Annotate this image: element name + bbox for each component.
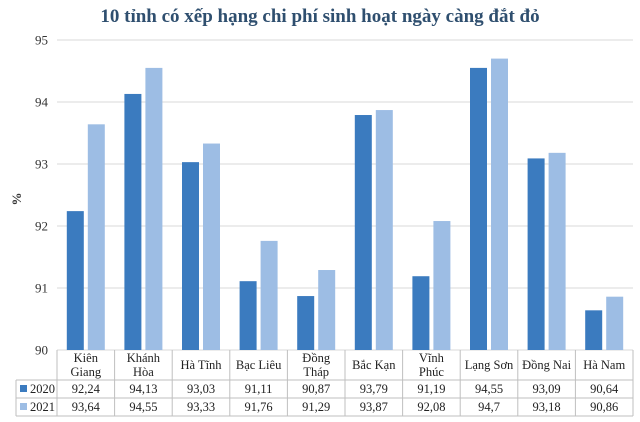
y-axis-ticks: 90 91 92 93 94 95 — [35, 33, 49, 358]
y-tick-label: 94 — [35, 95, 49, 110]
category-label: Bắc Kạn — [352, 358, 396, 372]
data-label-2020: 90,87 — [302, 382, 330, 396]
y-axis-label: % — [9, 193, 24, 206]
data-label-2020: 94,13 — [129, 382, 157, 396]
data-label-2021: 90,86 — [590, 400, 618, 414]
y-tick-label: 92 — [35, 219, 48, 234]
category-label: Đồng Nai — [522, 358, 571, 372]
bar-2021 — [145, 67, 163, 351]
legend-label-2020: 2020 — [30, 382, 55, 396]
bar-2020 — [297, 296, 315, 350]
data-label-2020: 93,03 — [187, 382, 215, 396]
y-tick-label: 91 — [35, 281, 48, 296]
data-label-2021: 94,55 — [129, 400, 157, 414]
category-label: Đồng — [302, 351, 331, 365]
gridlines — [57, 39, 633, 351]
bar-2020 — [470, 67, 487, 351]
bar-2021 — [375, 110, 393, 350]
category-label: Giang — [71, 365, 102, 379]
bar-2021 — [318, 270, 336, 350]
data-label-2021: 94,7 — [478, 400, 500, 414]
category-label: Hà Nam — [583, 358, 625, 372]
bar-2021 — [203, 143, 220, 350]
category-label: Khánh — [127, 351, 161, 365]
data-label-2021: 91,29 — [302, 400, 330, 414]
data-label-2020: 91,11 — [245, 382, 273, 396]
category-label: Hà Tĩnh — [180, 358, 222, 372]
legend-swatch-2021 — [20, 403, 27, 410]
category-label: Vĩnh — [419, 351, 445, 365]
chart-title: 10 tỉnh có xếp hạng chi phí sinh hoạt ng… — [100, 6, 539, 27]
category-label: Kiên — [74, 351, 99, 365]
bar-2020 — [124, 93, 142, 350]
bar-2021 — [606, 296, 624, 350]
data-label-2021: 93,33 — [187, 400, 215, 414]
y-tick-label: 95 — [35, 33, 48, 48]
data-label-2021: 91,76 — [245, 400, 273, 414]
bar-2021 — [260, 240, 278, 350]
category-label: Tháp — [303, 365, 329, 379]
bar-2020 — [182, 162, 199, 350]
bar-2020 — [412, 276, 430, 350]
data-label-2021: 92,08 — [417, 400, 445, 414]
data-label-2021: 93,18 — [533, 400, 561, 414]
data-label-2020: 94,55 — [475, 382, 503, 396]
bars — [66, 58, 624, 351]
bar-2020 — [527, 158, 545, 350]
data-label-2020: 93,79 — [360, 382, 388, 396]
bar-2021 — [491, 58, 508, 350]
bar-2020 — [66, 211, 84, 350]
y-tick-label: 90 — [35, 343, 48, 358]
bar-2020 — [239, 281, 257, 350]
data-label-2020: 91,19 — [417, 382, 445, 396]
bar-2020 — [585, 310, 603, 350]
bar-2021 — [87, 124, 105, 350]
bar-2021 — [433, 221, 451, 350]
data-label-2021: 93,87 — [360, 400, 388, 414]
category-label: Hòa — [133, 365, 154, 379]
category-label: Lạng Sơn — [465, 358, 514, 372]
category-label: Bạc Liêu — [236, 358, 282, 372]
data-label-2021: 93,64 — [72, 400, 101, 414]
legend-label-2021: 2021 — [30, 400, 55, 414]
data-label-2020: 92,24 — [72, 382, 101, 396]
data-label-2020: 90,64 — [590, 382, 619, 396]
data-label-2020: 93,09 — [533, 382, 561, 396]
category-label: Phúc — [419, 365, 444, 379]
y-tick-label: 93 — [35, 157, 48, 172]
bar-2020 — [354, 115, 372, 351]
legend-swatch-2020 — [20, 385, 27, 392]
bar-2021 — [548, 152, 566, 350]
